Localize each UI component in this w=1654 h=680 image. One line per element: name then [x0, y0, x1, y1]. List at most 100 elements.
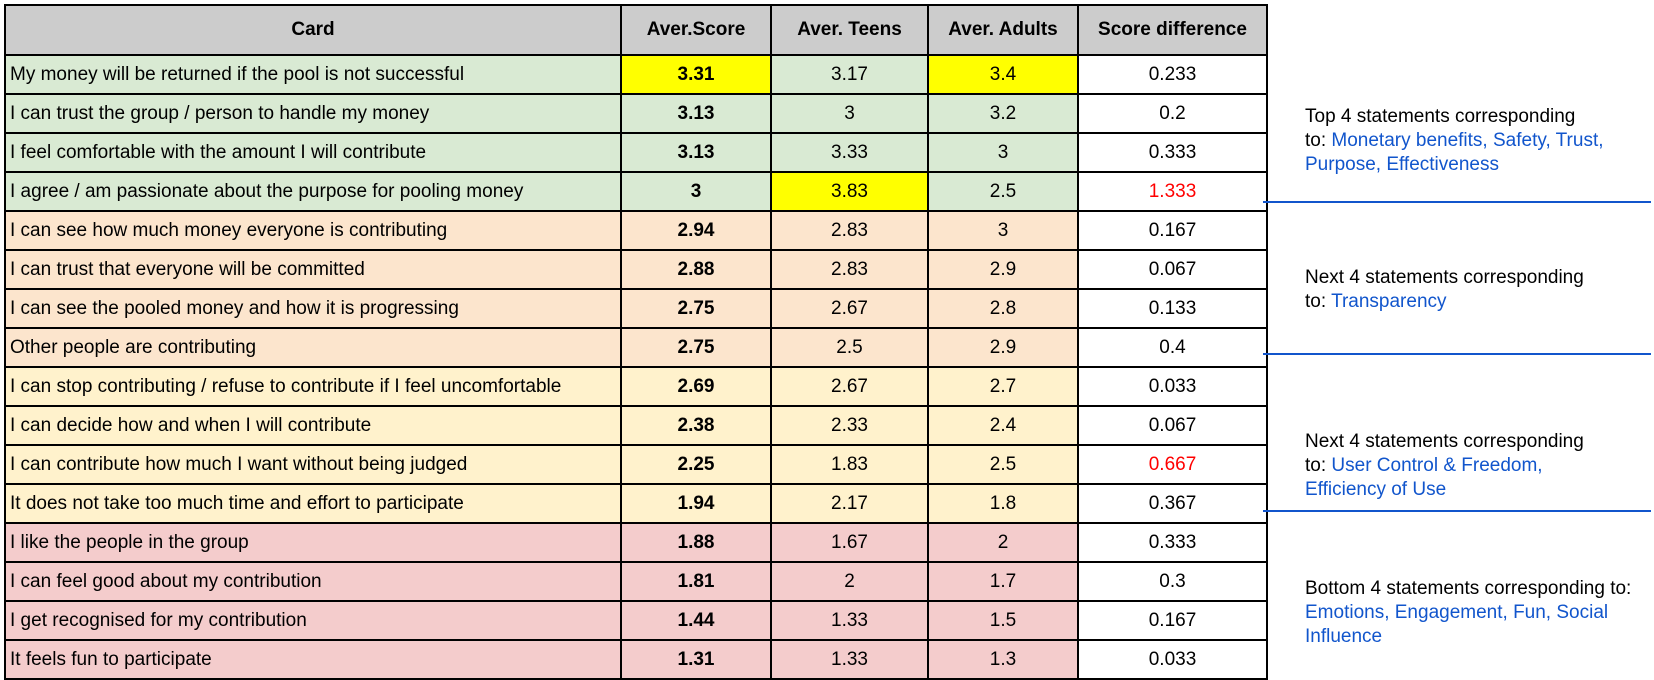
teens-cell: 2.67 — [770, 366, 929, 407]
note-third-group: Next 4 statements corresponding to: User… — [1305, 430, 1584, 502]
adults-cell: 2 — [927, 522, 1079, 563]
adults-cell: 3 — [927, 132, 1079, 173]
teens-cell: 1.83 — [770, 444, 929, 485]
score-cell: 1.94 — [620, 483, 772, 524]
note-categories: Influence — [1305, 626, 1383, 647]
diff-cell: 0.067 — [1077, 249, 1268, 290]
score-cell: 2.38 — [620, 405, 772, 446]
teens-cell: 3.83 — [770, 171, 929, 212]
teens-cell: 2.17 — [770, 483, 929, 524]
table-row: My money will be returned if the pool is… — [4, 54, 1268, 95]
adults-cell: 2.9 — [927, 327, 1079, 368]
adults-cell: 1.3 — [927, 639, 1079, 680]
teens-cell: 1.33 — [770, 639, 929, 680]
group-top: My money will be returned if the pool is… — [4, 54, 1268, 212]
card-cell: I can stop contributing / refuse to cont… — [4, 366, 622, 407]
adults-cell: 2.8 — [927, 288, 1079, 329]
score-cell: 2.25 — [620, 444, 772, 485]
adults-cell: 2.5 — [927, 171, 1079, 212]
score-cell: 3 — [620, 171, 772, 212]
table-row: I feel comfortable with the amount I wil… — [4, 132, 1268, 173]
table-row: I can feel good about my contribution 1.… — [4, 561, 1268, 602]
score-cell: 2.94 — [620, 210, 772, 251]
card-cell: I feel comfortable with the amount I wil… — [4, 132, 622, 173]
note-line: Bottom 4 statements corresponding to: — [1305, 578, 1632, 599]
card-cell: I agree / am passionate about the purpos… — [4, 171, 622, 212]
diff-cell: 0.4 — [1077, 327, 1268, 368]
card-cell: I can see how much money everyone is con… — [4, 210, 622, 251]
card-cell: I can trust that everyone will be commit… — [4, 249, 622, 290]
table-row: Other people are contributing 2.75 2.5 2… — [4, 327, 1268, 368]
adults-cell: 3.2 — [927, 93, 1079, 134]
header-score-difference: Score difference — [1077, 4, 1268, 56]
score-cell: 1.31 — [620, 639, 772, 680]
note-line: Next 4 statements corresponding — [1305, 431, 1584, 452]
card-cell: It does not take too much time and effor… — [4, 483, 622, 524]
score-cell: 2.69 — [620, 366, 772, 407]
table-row: I get recognised for my contribution 1.4… — [4, 600, 1268, 641]
diff-cell: 0.2 — [1077, 93, 1268, 134]
note-line: to: Transparency — [1305, 290, 1584, 314]
adults-cell: 2.5 — [927, 444, 1079, 485]
card-cell: My money will be returned if the pool is… — [4, 54, 622, 95]
table-row: I can see how much money everyone is con… — [4, 210, 1268, 251]
teens-cell: 3.17 — [770, 54, 929, 95]
table-row: I can trust the group / person to handle… — [4, 93, 1268, 134]
diff-cell: 1.333 — [1077, 171, 1268, 212]
note-prefix: to: — [1305, 291, 1332, 312]
score-cell: 1.44 — [620, 600, 772, 641]
note-categories: Purpose, Effectiveness — [1305, 154, 1499, 175]
teens-cell: 2.67 — [770, 288, 929, 329]
table-row: It feels fun to participate 1.31 1.33 1.… — [4, 639, 1268, 680]
table-row: I can see the pooled money and how it is… — [4, 288, 1268, 329]
table-row: I can trust that everyone will be commit… — [4, 249, 1268, 290]
group-separator-line — [1263, 201, 1651, 203]
score-cell: 3.13 — [620, 132, 772, 173]
adults-cell: 1.7 — [927, 561, 1079, 602]
table-row: It does not take too much time and effor… — [4, 483, 1268, 524]
teens-cell: 2.83 — [770, 210, 929, 251]
note-categories: Emotions, Engagement, Fun, Social — [1305, 602, 1609, 623]
card-cell: I like the people in the group — [4, 522, 622, 563]
diff-cell: 0.3 — [1077, 561, 1268, 602]
group-separator-line — [1263, 510, 1651, 512]
teens-cell: 3.33 — [770, 132, 929, 173]
card-cell: I can contribute how much I want without… — [4, 444, 622, 485]
card-cell: It feels fun to participate — [4, 639, 622, 680]
adults-cell: 1.5 — [927, 600, 1079, 641]
diff-cell: 0.333 — [1077, 522, 1268, 563]
note-line: Top 4 statements corresponding — [1305, 106, 1576, 127]
note-line: to: Monetary benefits, Safety, Trust, — [1305, 129, 1604, 153]
card-cell: I can feel good about my contribution — [4, 561, 622, 602]
note-line: to: User Control & Freedom, — [1305, 454, 1584, 478]
card-cell: I get recognised for my contribution — [4, 600, 622, 641]
score-cell: 2.88 — [620, 249, 772, 290]
score-cell: 3.31 — [620, 54, 772, 95]
teens-cell: 2.33 — [770, 405, 929, 446]
header-aver-score: Aver.Score — [620, 4, 772, 56]
diff-cell: 0.367 — [1077, 483, 1268, 524]
header-card: Card — [4, 4, 622, 56]
diff-cell: 0.333 — [1077, 132, 1268, 173]
diff-cell: 0.033 — [1077, 639, 1268, 680]
adults-cell: 2.9 — [927, 249, 1079, 290]
score-table: Card Aver.Score Aver. Teens Aver. Adults… — [4, 4, 1268, 680]
score-cell: 1.88 — [620, 522, 772, 563]
teens-cell: 2.83 — [770, 249, 929, 290]
teens-cell: 1.67 — [770, 522, 929, 563]
diff-cell: 0.667 — [1077, 444, 1268, 485]
score-cell: 3.13 — [620, 93, 772, 134]
diff-cell: 0.133 — [1077, 288, 1268, 329]
adults-cell: 2.7 — [927, 366, 1079, 407]
teens-cell: 3 — [770, 93, 929, 134]
adults-cell: 3.4 — [927, 54, 1079, 95]
group-second: I can see how much money everyone is con… — [4, 210, 1268, 368]
note-categories: Monetary benefits, Safety, Trust, — [1331, 130, 1604, 151]
teens-cell: 2.5 — [770, 327, 929, 368]
teens-cell: 1.33 — [770, 600, 929, 641]
note-top-group: Top 4 statements corresponding to: Monet… — [1305, 105, 1604, 177]
header-row: Card Aver.Score Aver. Teens Aver. Adults… — [4, 4, 1268, 56]
note-categories: Efficiency of Use — [1305, 479, 1447, 500]
diff-cell: 0.167 — [1077, 600, 1268, 641]
adults-cell: 2.4 — [927, 405, 1079, 446]
